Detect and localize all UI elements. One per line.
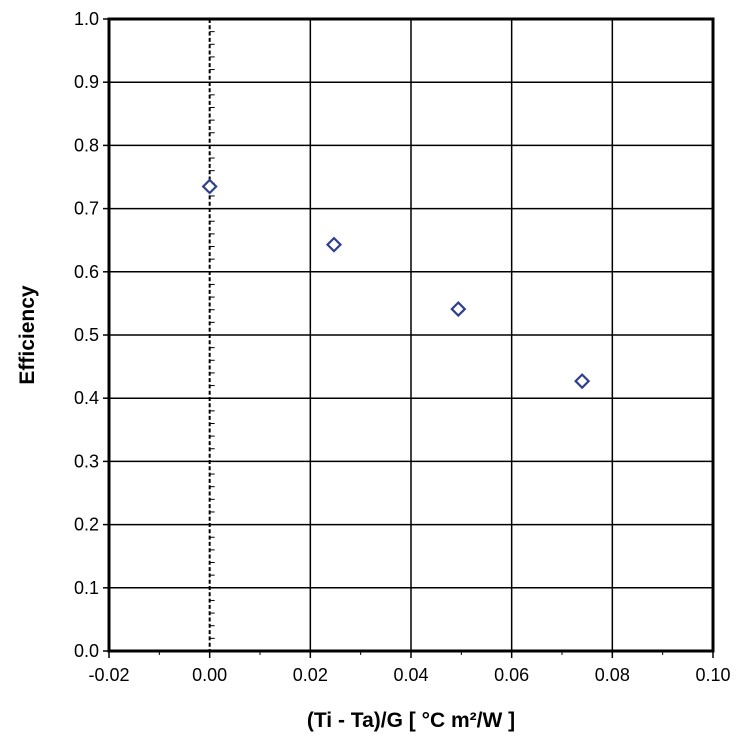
x-tick-label: -0.02 (88, 665, 129, 685)
data-point (325, 236, 343, 253)
x-tick-label: 0.04 (393, 665, 428, 685)
x-tick-label: 0.06 (494, 665, 529, 685)
y-tick-label: 0.9 (74, 72, 99, 92)
x-axis-title: (Ti - Ta)/G [ °C m²/W ] (307, 709, 515, 732)
y-tick-label: 0.3 (74, 451, 99, 471)
x-tick-layer: -0.02 0.00 0.02 0.04 0.06 0.08 0.10 (88, 651, 731, 685)
y-tick-label: 0.1 (74, 578, 99, 598)
x-tick-label: 0.00 (192, 665, 227, 685)
data-point (450, 301, 467, 318)
x-tick-label: 0.10 (695, 665, 730, 685)
x-tick-label: 0.08 (595, 665, 630, 685)
y-axis-title: Efficiency (16, 285, 39, 385)
zero-axis-layer (208, 18, 215, 652)
y-tick-label: 0.2 (74, 515, 99, 535)
y-tick-label: 0.0 (74, 641, 99, 661)
data-point (574, 373, 591, 390)
y-tick-label: 0.8 (74, 135, 99, 155)
y-tick-layer: 0.0 0.1 0.2 0.3 0.4 0.5 0.6 0.7 0.8 0.9 1.0 (74, 9, 109, 661)
data-point (201, 178, 218, 195)
x-tick-label: 0.02 (293, 665, 328, 685)
grid-layer (109, 19, 713, 651)
y-tick-label: 0.7 (74, 199, 99, 219)
points-layer (201, 178, 591, 390)
y-tick-label: 1.0 (74, 9, 99, 29)
y-tick-label: 0.4 (74, 388, 99, 408)
y-tick-label: 0.6 (74, 262, 99, 282)
y-tick-label: 0.5 (74, 325, 99, 345)
